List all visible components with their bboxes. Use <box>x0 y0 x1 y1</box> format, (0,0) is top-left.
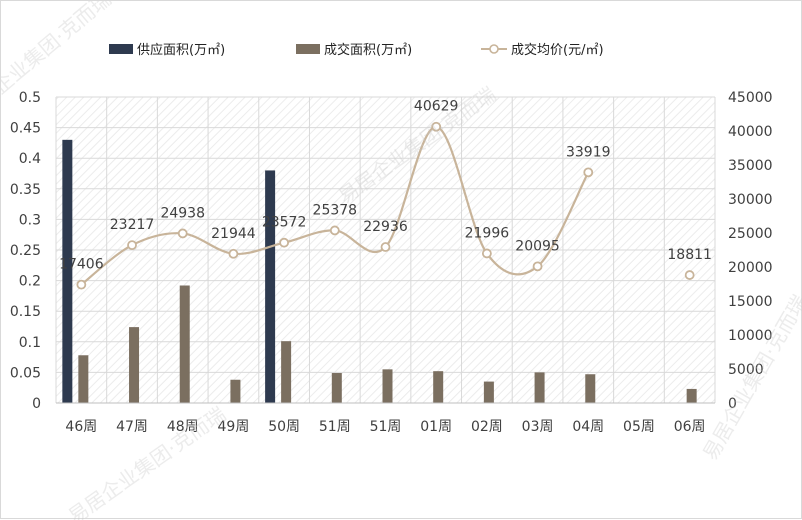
y-left-tick-label: 0.15 <box>10 304 41 320</box>
price-data-label: 17406 <box>59 257 104 273</box>
x-tick-label: 48周 <box>167 419 199 435</box>
y-left-tick-label: 0.3 <box>19 212 41 228</box>
x-tick-label: 46周 <box>65 419 97 435</box>
y-right-tick-label: 25000 <box>728 226 773 242</box>
price-point <box>177 228 188 239</box>
bar-supply-area <box>265 170 276 403</box>
x-tick-label: 03周 <box>522 419 554 435</box>
bar-sold-area <box>686 388 697 403</box>
y-left-tick-label: 0 <box>32 396 41 412</box>
price-data-label: 21996 <box>465 225 510 241</box>
legend-label-price: 成交均价(元/㎡) <box>511 42 604 58</box>
x-tick-label: 51周 <box>370 419 402 435</box>
bar-sold-area <box>483 381 494 403</box>
y-right-tick-label: 45000 <box>728 90 773 106</box>
x-tick-label: 01周 <box>420 419 452 435</box>
y-right-tick-label: 40000 <box>728 124 773 140</box>
price-point <box>329 225 340 236</box>
y-right-tick-label: 30000 <box>728 192 773 208</box>
bar-sold-area <box>230 379 241 403</box>
bar-sold-area <box>78 355 89 403</box>
bar-supply-area <box>62 139 73 403</box>
price-point <box>532 261 543 272</box>
y-right-tick-label: 35000 <box>728 158 773 174</box>
price-point <box>380 242 391 252</box>
axes: 0 0.05 0.1 0.15 0.2 0.25 0.3 0.35 0.4 0.45 0.5 0 500… <box>10 90 773 435</box>
price-data-label: 33919 <box>566 144 611 160</box>
x-tick-label: 05周 <box>623 419 655 435</box>
x-tick-label: 02周 <box>471 419 503 435</box>
price-data-label: 20095 <box>515 238 560 254</box>
price-point <box>583 167 594 178</box>
y-left-tick-label: 0.2 <box>19 274 41 290</box>
price-data-label: 40629 <box>414 99 459 115</box>
y-left-tick-label: 0.05 <box>10 365 41 381</box>
price-point <box>279 237 290 248</box>
bar-sold-area <box>281 341 292 403</box>
price-point <box>431 121 442 132</box>
bar-sold-area <box>534 372 545 403</box>
bar-sold-area <box>433 371 444 403</box>
price-point <box>481 248 492 259</box>
x-tick-label: 51周 <box>319 419 351 435</box>
legend: 供应面积(万㎡) 成交面积(万㎡) 成交均价(元/㎡) <box>109 42 604 58</box>
legend-label-supply: 供应面积(万㎡) <box>137 42 225 58</box>
y-left-tick-label: 0.35 <box>10 182 41 198</box>
bar-sold-area <box>179 285 190 403</box>
y-left-tick-label: 0.4 <box>19 151 41 167</box>
price-data-label: 24938 <box>160 205 205 221</box>
price-point <box>684 270 695 280</box>
bar-sold-area <box>331 373 342 403</box>
legend-swatch-sold <box>296 44 320 54</box>
x-tick-label: 04周 <box>572 419 604 435</box>
y-right-tick-label: 10000 <box>728 328 773 344</box>
y-right-tick-label: 0 <box>728 396 737 412</box>
legend-label-sold: 成交面积(万㎡) <box>324 42 412 58</box>
x-tick-label: 06周 <box>674 419 706 435</box>
price-data-label: 25378 <box>313 202 358 218</box>
grid-lines <box>55 96 716 404</box>
legend-swatch-supply <box>109 44 133 54</box>
x-tick-label: 50周 <box>268 419 300 435</box>
x-tick-label: 49周 <box>218 419 250 435</box>
bar-sold-area <box>382 369 393 403</box>
price-data-label: 22936 <box>363 219 408 235</box>
price-point <box>228 248 239 259</box>
bar-sold-area <box>129 327 140 403</box>
price-data-label: 23217 <box>110 217 155 233</box>
price-data-label: 21944 <box>211 226 256 242</box>
bars <box>62 139 697 403</box>
y-left-tick-label: 0.25 <box>10 243 41 259</box>
y-left-tick-label: 0.1 <box>19 335 41 351</box>
price-point <box>76 279 87 290</box>
bar-sold-area <box>585 374 596 403</box>
price-data-label: 18811 <box>667 247 712 263</box>
y-right-tick-label: 5000 <box>728 362 764 378</box>
legend-swatch-price-marker <box>489 44 499 54</box>
y-left-tick-label: 0.5 <box>19 90 41 106</box>
y-right-tick-label: 15000 <box>728 294 773 310</box>
y-left-tick-label: 0.45 <box>10 121 41 137</box>
price-line: 17406 23217 24938 21944 23572 25378 22936 40629… <box>59 99 712 290</box>
price-data-label: 23572 <box>262 215 307 231</box>
y-right-tick-label: 20000 <box>728 260 773 276</box>
price-point <box>127 240 137 251</box>
x-tick-label: 47周 <box>116 419 148 435</box>
